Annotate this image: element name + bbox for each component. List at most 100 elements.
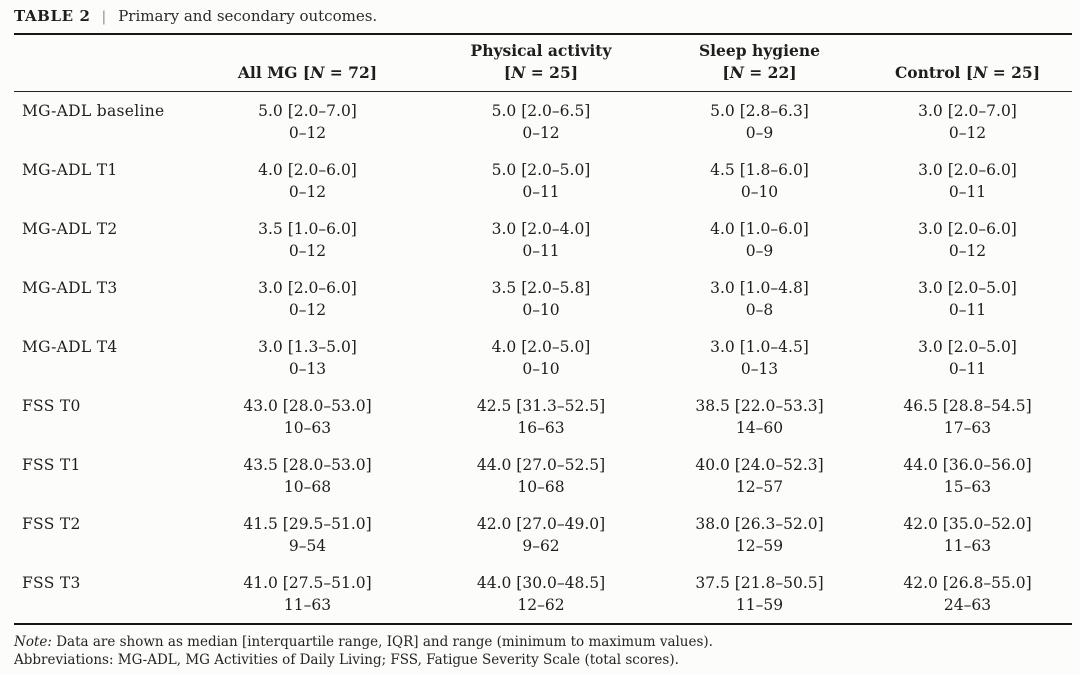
- n-count: N: [310, 62, 325, 82]
- table-cell: 3.0 [2.0–6.0] 0–12: [863, 210, 1072, 269]
- table-cell: 4.0 [2.0–6.0] 0–12: [189, 151, 426, 210]
- row-label: FSS T1: [22, 455, 81, 474]
- median-iqr-value: 41.5 [29.5–51.0]: [243, 514, 372, 533]
- table-row-mg-adl-t4: MG-ADL T4 3.0 [1.3–5.0] 0–13 4.0 [2.0–5.…: [14, 328, 1072, 387]
- median-iqr-value: 38.0 [26.3–52.0]: [695, 514, 824, 533]
- column-header-control: Control [N = 25]: [863, 34, 1072, 92]
- range-value: 0–9: [745, 242, 774, 260]
- column-header-bottom: Control [N = 25]: [894, 62, 1041, 82]
- median-iqr-value: 4.5 [1.8–6.0]: [710, 160, 809, 179]
- table-cell: 3.5 [2.0–5.8] 0–10: [426, 269, 656, 328]
- median-iqr-value: 42.0 [26.8–55.0]: [903, 573, 1032, 592]
- range-value: 0–11: [522, 242, 560, 260]
- range-value: 24–63: [943, 596, 992, 614]
- range-value: 0–8: [745, 301, 774, 319]
- table-cell: 41.5 [29.5–51.0] 9–54: [189, 505, 426, 564]
- median-iqr-value: 44.0 [36.0–56.0]: [903, 455, 1032, 474]
- range-value: 17–63: [943, 419, 992, 437]
- median-iqr-value: 38.5 [22.0–53.3]: [695, 396, 824, 415]
- table-cell: 3.0 [1.3–5.0] 0–13: [189, 328, 426, 387]
- column-header-top: Physical activity: [470, 40, 612, 60]
- range-value: 0–12: [288, 183, 327, 201]
- table-cell: 3.0 [2.0–6.0] 0–11: [863, 151, 1072, 210]
- note-line: Note: Data are shown as median [interqua…: [14, 633, 1072, 652]
- median-iqr-value: 44.0 [27.0–52.5]: [476, 455, 606, 474]
- range-value: 0–10: [522, 301, 560, 319]
- table-cell: 5.0 [2.8–6.3] 0–9: [656, 91, 863, 151]
- range-value: 0–10: [740, 183, 779, 201]
- range-value: 14–60: [735, 419, 784, 437]
- range-value: 0–12: [948, 124, 987, 142]
- table-cell: 41.0 [27.5–51.0] 11–63: [189, 564, 426, 624]
- table-cell: 42.0 [27.0–49.0] 9–62: [426, 505, 656, 564]
- range-value: 11–59: [735, 596, 784, 614]
- row-label: FSS T3: [22, 573, 81, 592]
- range-value: 0–12: [288, 242, 327, 260]
- table-cell: 38.0 [26.3–52.0] 12–59: [656, 505, 863, 564]
- table-row-mg-adl-t2: MG-ADL T2 3.5 [1.0–6.0] 0–12 3.0 [2.0–4.…: [14, 210, 1072, 269]
- table-cell: 3.0 [1.0–4.5] 0–13: [656, 328, 863, 387]
- median-iqr-value: 3.0 [1.0–4.5]: [710, 337, 809, 356]
- median-iqr-value: 41.0 [27.5–51.0]: [243, 573, 372, 592]
- table-cell: 3.0 [2.0–5.0] 0–11: [863, 328, 1072, 387]
- table-cell: 37.5 [21.8–50.5] 11–59: [656, 564, 863, 624]
- table-cell: 5.0 [2.0–5.0] 0–11: [426, 151, 656, 210]
- range-value: 0–12: [288, 124, 327, 142]
- median-iqr-value: 42.0 [35.0–52.0]: [903, 514, 1032, 533]
- median-iqr-value: 5.0 [2.0–5.0]: [491, 160, 591, 179]
- range-value: 0–11: [522, 183, 560, 201]
- table-row-fss-t0: FSS T0 43.0 [28.0–53.0] 10–63 42.5 [31.3…: [14, 387, 1072, 446]
- row-label: MG-ADL T4: [22, 337, 118, 356]
- range-value: 0–10: [522, 360, 560, 378]
- median-iqr-value: 44.0 [30.0–48.5]: [476, 573, 606, 592]
- table-cell: 38.5 [22.0–53.3] 14–60: [656, 387, 863, 446]
- table-cell: 5.0 [2.0–7.0] 0–12: [189, 91, 426, 151]
- table-cell: 3.5 [1.0–6.0] 0–12: [189, 210, 426, 269]
- table-cell: 43.5 [28.0–53.0] 10–68: [189, 446, 426, 505]
- table-row-fss-t3: FSS T3 41.0 [27.5–51.0] 11–63 44.0 [30.0…: [14, 564, 1072, 624]
- median-iqr-value: 3.0 [2.0–4.0]: [491, 219, 591, 238]
- column-header-top: Sleep hygiene: [698, 40, 821, 60]
- table-row-mg-adl-t1: MG-ADL T1 4.0 [2.0–6.0] 0–12 5.0 [2.0–5.…: [14, 151, 1072, 210]
- range-value: 9–54: [288, 537, 327, 555]
- table-cell: 42.0 [26.8–55.0] 24–63: [863, 564, 1072, 624]
- range-value: 11–63: [943, 537, 992, 555]
- table-body: MG-ADL baseline 5.0 [2.0–7.0] 0–12 5.0 […: [14, 91, 1072, 624]
- range-value: 15–63: [943, 478, 992, 496]
- range-value: 0–12: [288, 301, 327, 319]
- row-label: MG-ADL T2: [22, 219, 118, 238]
- table-caption: TABLE 2 | Primary and secondary outcomes…: [14, 0, 1072, 33]
- range-value: 0–13: [288, 360, 327, 378]
- table-header: All MG [N = 72] Physical activity [N = 2…: [14, 34, 1072, 92]
- median-iqr-value: 3.5 [2.0–5.8]: [491, 278, 591, 297]
- table-row-mg-adl-baseline: MG-ADL baseline 5.0 [2.0–7.0] 0–12 5.0 […: [14, 91, 1072, 151]
- row-label: FSS T0: [22, 396, 81, 415]
- table-cell: 43.0 [28.0–53.0] 10–63: [189, 387, 426, 446]
- table-cell: 46.5 [28.8–54.5] 17–63: [863, 387, 1072, 446]
- row-label: MG-ADL T3: [22, 278, 118, 297]
- median-iqr-value: 5.0 [2.8–6.3]: [710, 101, 809, 120]
- median-iqr-value: 43.5 [28.0–53.0]: [243, 455, 372, 474]
- range-value: 0–13: [740, 360, 779, 378]
- table-cell: 4.5 [1.8–6.0] 0–10: [656, 151, 863, 210]
- range-value: 12–62: [517, 596, 565, 614]
- table-number-label: TABLE 2: [14, 7, 91, 25]
- range-value: 0–9: [745, 124, 774, 142]
- range-value: 16–63: [517, 419, 565, 437]
- median-iqr-value: 42.0 [27.0–49.0]: [476, 514, 606, 533]
- median-iqr-value: 3.0 [2.0–6.0]: [258, 278, 357, 297]
- table-cell: 3.0 [1.0–4.8] 0–8: [656, 269, 863, 328]
- column-header-physical-activity: Physical activity [N = 25]: [426, 34, 656, 92]
- note-text: Data are shown as median [interquartile …: [51, 633, 713, 650]
- median-iqr-value: 46.5 [28.8–54.5]: [903, 396, 1032, 415]
- median-iqr-value: 5.0 [2.0–7.0]: [258, 101, 357, 120]
- median-iqr-value: 42.5 [31.3–52.5]: [476, 396, 606, 415]
- table-cell: 3.0 [2.0–7.0] 0–12: [863, 91, 1072, 151]
- median-iqr-value: 3.0 [2.0–5.0]: [918, 278, 1017, 297]
- median-iqr-value: 3.0 [1.3–5.0]: [258, 337, 357, 356]
- range-value: 10–68: [517, 478, 565, 496]
- column-header-bottom: [N = 25]: [503, 62, 579, 82]
- caption-separator: |: [101, 9, 107, 25]
- row-label: MG-ADL T1: [22, 160, 118, 179]
- range-value: 0–11: [948, 183, 987, 201]
